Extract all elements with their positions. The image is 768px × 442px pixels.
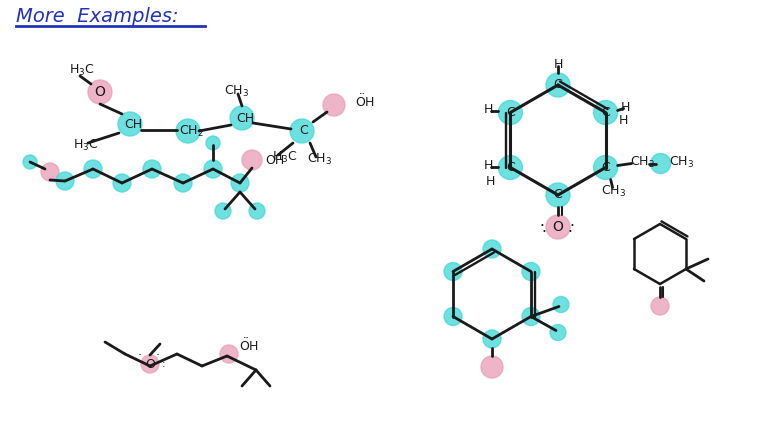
Circle shape <box>553 297 569 312</box>
Circle shape <box>594 100 617 125</box>
Text: O: O <box>552 220 564 234</box>
Text: H$_3$C: H$_3$C <box>73 137 98 152</box>
Text: H: H <box>485 175 495 188</box>
Text: O: O <box>94 85 105 99</box>
Circle shape <box>118 112 142 136</box>
Circle shape <box>204 160 222 178</box>
Circle shape <box>249 203 265 219</box>
Text: ·: · <box>138 350 142 362</box>
Text: CH$_3$: CH$_3$ <box>601 184 626 199</box>
Text: O: O <box>145 358 155 370</box>
Text: CH$_3$: CH$_3$ <box>669 155 694 170</box>
Circle shape <box>84 160 102 178</box>
Circle shape <box>483 330 501 348</box>
Circle shape <box>323 94 345 116</box>
Circle shape <box>444 308 462 325</box>
Text: ·: · <box>568 225 572 240</box>
Circle shape <box>41 163 59 181</box>
Circle shape <box>444 263 462 281</box>
Circle shape <box>231 174 249 192</box>
Text: :: : <box>162 359 166 369</box>
Circle shape <box>650 153 670 174</box>
Text: CH$_3$: CH$_3$ <box>224 84 250 99</box>
Text: ·: · <box>156 350 160 362</box>
Circle shape <box>498 100 522 125</box>
Text: C: C <box>300 125 309 137</box>
Text: H: H <box>621 101 631 114</box>
Text: C: C <box>506 161 515 174</box>
Circle shape <box>88 80 112 104</box>
Circle shape <box>290 119 314 143</box>
Text: H: H <box>553 57 563 71</box>
Circle shape <box>230 106 254 130</box>
Text: C: C <box>601 106 610 119</box>
Text: C: C <box>601 161 610 174</box>
Circle shape <box>23 155 37 169</box>
Circle shape <box>498 156 522 179</box>
Text: ·: · <box>570 218 574 233</box>
Circle shape <box>651 297 669 315</box>
Circle shape <box>594 156 617 179</box>
Text: ·: · <box>541 225 547 240</box>
Circle shape <box>220 345 238 363</box>
Text: H: H <box>619 114 628 127</box>
Circle shape <box>215 203 231 219</box>
Text: C: C <box>554 188 562 202</box>
Circle shape <box>546 73 570 97</box>
Text: More  Examples:: More Examples: <box>16 8 179 27</box>
Circle shape <box>550 324 566 340</box>
Text: CH: CH <box>236 111 254 125</box>
Circle shape <box>174 174 192 192</box>
Text: $\ddot{\rm O}$H: $\ddot{\rm O}$H <box>239 338 259 354</box>
Circle shape <box>143 160 161 178</box>
Text: OH: OH <box>265 153 284 167</box>
Text: CH$_2$: CH$_2$ <box>179 123 204 138</box>
Text: C: C <box>554 79 562 91</box>
Text: H$_3$C: H$_3$C <box>69 62 94 77</box>
Circle shape <box>522 308 540 325</box>
Text: CH: CH <box>124 118 142 130</box>
Circle shape <box>141 355 159 373</box>
Circle shape <box>176 119 200 143</box>
Text: C: C <box>506 106 515 119</box>
Text: H: H <box>484 159 493 172</box>
Text: ·: · <box>540 218 545 233</box>
Text: H: H <box>484 103 493 116</box>
Circle shape <box>56 172 74 190</box>
Text: H$_3$C: H$_3$C <box>272 149 297 164</box>
Circle shape <box>483 240 501 258</box>
Circle shape <box>522 263 540 281</box>
Circle shape <box>546 215 570 239</box>
Circle shape <box>242 150 262 170</box>
Text: CH$_3$: CH$_3$ <box>307 152 333 167</box>
Circle shape <box>113 174 131 192</box>
Circle shape <box>546 183 570 207</box>
Circle shape <box>206 136 220 150</box>
Text: CH$_2$: CH$_2$ <box>631 155 655 170</box>
Circle shape <box>481 356 503 378</box>
Text: $\ddot{\rm O}$H: $\ddot{\rm O}$H <box>355 94 375 110</box>
